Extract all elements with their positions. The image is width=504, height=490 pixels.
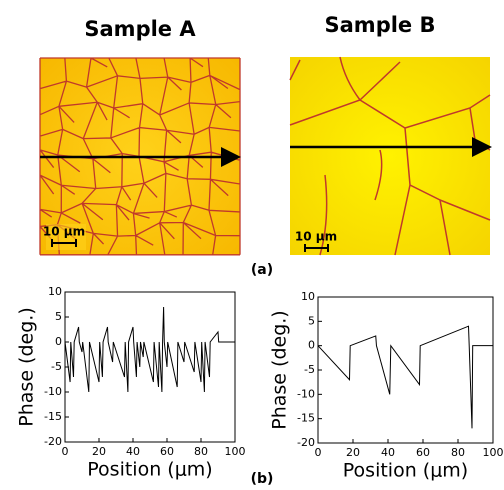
micrograph xyxy=(290,57,490,255)
plot-frame xyxy=(317,296,494,444)
panel-title: Sample B xyxy=(325,13,436,37)
y-axis-label: Phase (deg.) xyxy=(16,307,38,426)
x-tick-label: 20 xyxy=(92,445,106,458)
x-tick-label: 80 xyxy=(451,446,465,459)
y-tick-label: 5 xyxy=(55,310,62,323)
scale-label: 10 μm xyxy=(295,230,337,244)
scale-label: 10 μm xyxy=(43,225,85,239)
figure-label: (b) xyxy=(251,471,274,487)
data-line xyxy=(317,325,493,429)
x-tick-label: 0 xyxy=(315,446,322,459)
scale-bar xyxy=(51,239,77,247)
y-axis-label: Phase (deg.) xyxy=(269,310,291,429)
x-tick-label: 100 xyxy=(225,445,246,458)
y-tick-label: -10 xyxy=(297,387,315,400)
x-tick-label: 100 xyxy=(483,446,504,459)
y-tick-label: 0 xyxy=(308,339,315,352)
y-tick-label: -5 xyxy=(51,360,62,373)
y-tick-label: -5 xyxy=(304,363,315,376)
data-line xyxy=(64,306,235,393)
y-tick-label: -15 xyxy=(44,410,62,423)
y-tick-label: -20 xyxy=(297,436,315,449)
crack-path xyxy=(39,57,241,256)
x-axis-label: Position (μm) xyxy=(87,459,212,481)
x-tick-label: 80 xyxy=(194,445,208,458)
x-tick-label: 20 xyxy=(346,446,360,459)
panel-title: Sample A xyxy=(84,17,196,41)
x-tick-label: 60 xyxy=(160,445,174,458)
x-tick-label: 40 xyxy=(126,445,140,458)
x-tick-label: 0 xyxy=(62,445,69,458)
y-tick-label: 10 xyxy=(48,285,62,298)
y-tick-label: 5 xyxy=(308,314,315,327)
scale-bar xyxy=(304,244,329,252)
y-tick-label: 10 xyxy=(301,290,315,303)
x-tick-label: 60 xyxy=(416,446,430,459)
figure-label: (a) xyxy=(251,262,273,278)
cracks xyxy=(39,57,241,256)
y-tick-label: -15 xyxy=(297,412,315,425)
y-tick-label: 0 xyxy=(55,335,62,348)
x-tick-label: 40 xyxy=(381,446,395,459)
y-tick-label: -10 xyxy=(44,385,62,398)
y-tick-label: -20 xyxy=(44,435,62,448)
x-axis-label: Position (μm) xyxy=(343,460,468,482)
